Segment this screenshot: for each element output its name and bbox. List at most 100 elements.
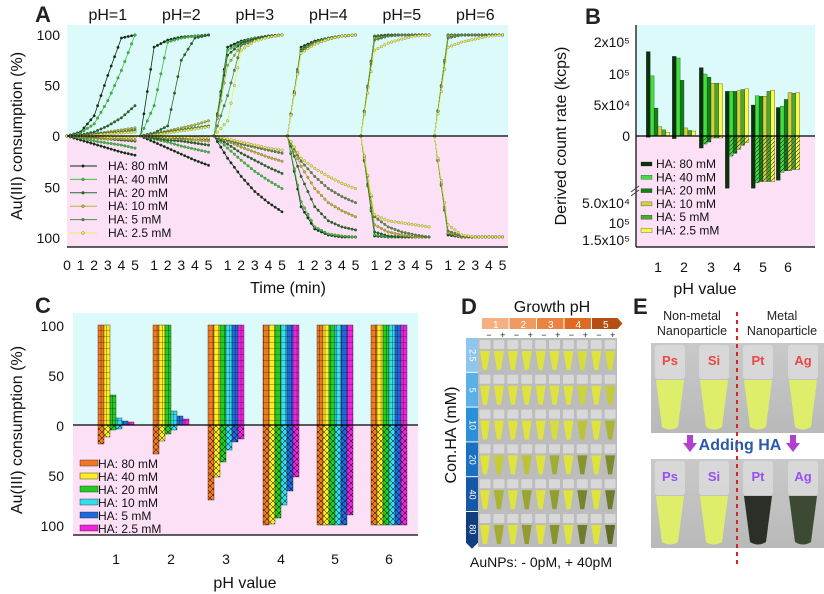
- tube-cap: [604, 514, 616, 523]
- bar-upper: [770, 89, 775, 137]
- data-point: [219, 99, 223, 103]
- bar-upper: [751, 104, 756, 137]
- tube-cap: [535, 409, 547, 419]
- data-point: [494, 235, 498, 239]
- data-point: [350, 185, 354, 189]
- group-right-line1: Metal: [767, 309, 798, 323]
- bar-upper: [650, 75, 655, 137]
- bar-lower-pattern: [269, 425, 275, 524]
- data-point: [343, 226, 347, 230]
- data-point: [299, 174, 303, 178]
- legend-label: HA: 2.5 mM: [98, 522, 161, 536]
- tube-liquid: [577, 351, 588, 370]
- tube-liquid: [591, 455, 602, 475]
- legend-label: HA: 2.5 mM: [656, 224, 719, 238]
- bar-upper-pattern: [226, 325, 232, 425]
- tube-liquid: [591, 420, 602, 440]
- data-point: [320, 40, 323, 43]
- data-point: [246, 148, 250, 152]
- data-point: [407, 222, 411, 226]
- data-point: [200, 121, 204, 125]
- bar-upper: [787, 92, 793, 137]
- tube-cap: [549, 514, 560, 523]
- data-point: [263, 198, 267, 202]
- subplot-title: pH=3: [235, 7, 274, 24]
- data-point: [407, 234, 411, 238]
- tube-liquid: [521, 490, 532, 510]
- x-tick-label: 3: [324, 257, 332, 273]
- upper-background: [67, 25, 508, 136]
- tube-liquid: [549, 525, 560, 544]
- bar-upper-pattern: [98, 325, 104, 425]
- legend-swatch: [79, 485, 99, 493]
- data-point: [393, 34, 397, 37]
- data-point: [354, 235, 357, 239]
- data-point: [266, 35, 270, 39]
- bar-lower-pattern: [171, 425, 177, 430]
- tube-label: Si: [708, 353, 720, 368]
- data-point: [379, 232, 383, 236]
- data-point: [215, 124, 219, 128]
- data-point: [333, 222, 337, 226]
- data-point: [186, 146, 190, 150]
- bar-upper: [706, 76, 712, 137]
- data-point: [277, 185, 281, 188]
- bar-lower-hatch: [707, 136, 711, 143]
- data-point: [266, 201, 270, 205]
- data-point: [256, 172, 260, 176]
- sign-label: +: [583, 330, 588, 340]
- data-point: [183, 129, 187, 132]
- data-point: [159, 42, 163, 46]
- data-point: [130, 42, 134, 46]
- tube-liquid: [605, 525, 616, 544]
- data-point: [246, 155, 250, 159]
- data-point: [273, 205, 277, 209]
- data-point: [203, 34, 207, 38]
- data-point: [159, 72, 163, 76]
- data-point: [207, 33, 210, 37]
- bar-lower-pattern: [159, 425, 165, 441]
- data-point: [183, 53, 187, 57]
- data-point: [113, 84, 117, 87]
- data-point: [99, 127, 103, 131]
- data-point: [229, 46, 233, 50]
- data-point: [413, 223, 417, 227]
- ph-segment: [537, 318, 564, 329]
- data-point: [126, 35, 130, 38]
- data-point: [249, 41, 253, 45]
- data-point: [323, 230, 327, 234]
- tube-label: Ag: [794, 469, 811, 484]
- data-point: [403, 33, 407, 37]
- data-point: [226, 137, 230, 141]
- data-point: [299, 156, 303, 160]
- bar-upper-pattern: [220, 325, 226, 425]
- data-point: [289, 140, 293, 143]
- bar-upper-pattern: [377, 325, 383, 425]
- bar-upper: [646, 51, 651, 137]
- data-point: [420, 34, 424, 37]
- data-point: [299, 200, 303, 204]
- data-point: [320, 170, 323, 174]
- bar-lower-pattern: [401, 425, 407, 525]
- data-point: [450, 225, 453, 229]
- data-point: [313, 205, 317, 209]
- subplot-title: pH=5: [382, 7, 421, 24]
- bar-upper-pattern: [281, 325, 287, 425]
- data-point: [106, 124, 110, 128]
- data-point: [417, 234, 421, 237]
- data-point: [183, 154, 187, 158]
- data-point: [239, 151, 243, 155]
- ha-segment-arrow: [466, 512, 478, 549]
- data-point: [169, 39, 173, 43]
- tube-liquid: [577, 455, 588, 475]
- ha-segment: [466, 442, 478, 477]
- data-point: [196, 136, 200, 140]
- data-point: [417, 34, 421, 38]
- legend-label: HA: 10 mM: [656, 197, 716, 211]
- data-point: [460, 33, 464, 37]
- ph-segment: [482, 318, 509, 329]
- bar-lower-hatch: [770, 136, 775, 182]
- data-point: [306, 175, 310, 179]
- data-point: [296, 164, 300, 168]
- tube-cap: [562, 444, 574, 454]
